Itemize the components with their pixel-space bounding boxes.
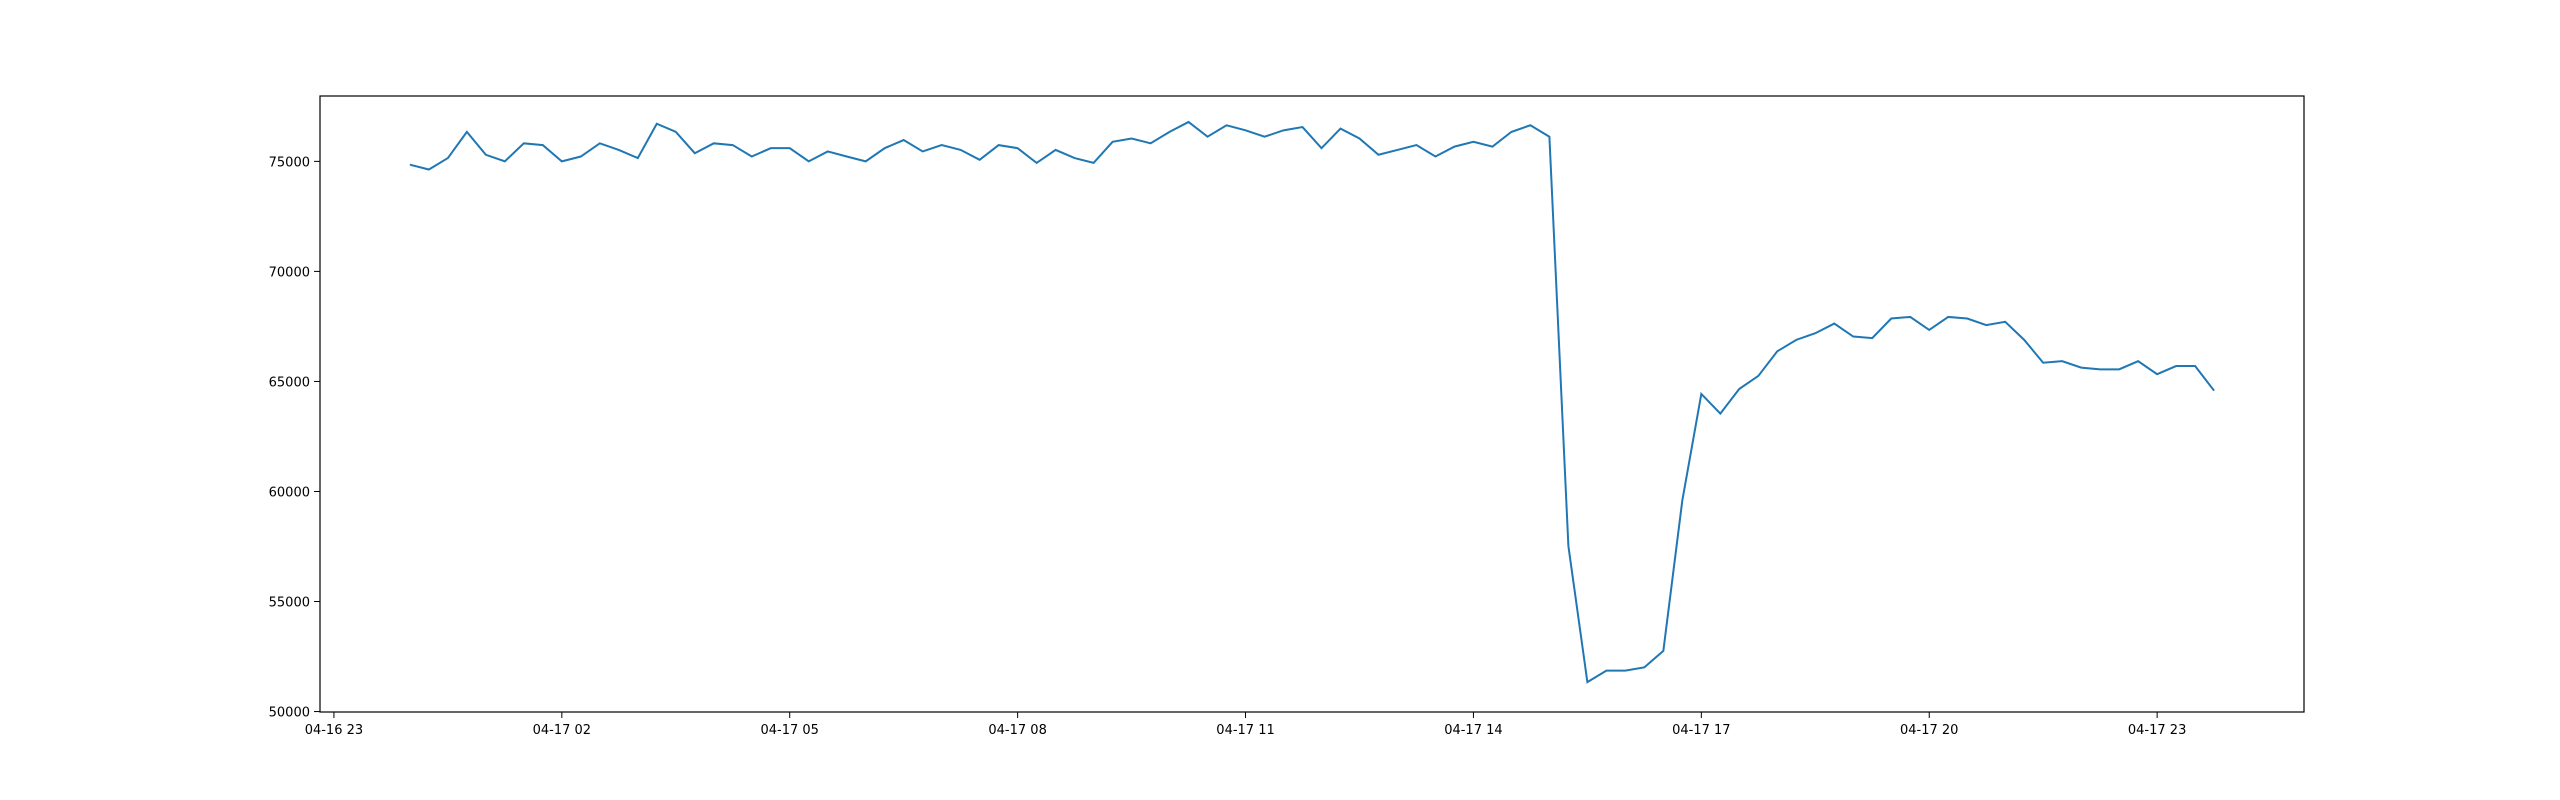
x-tick-label: 04-17 23 xyxy=(2128,723,2186,738)
y-tick-label: 55000 xyxy=(269,596,310,611)
x-tick-label: 04-17 02 xyxy=(533,723,591,738)
axes-frame xyxy=(319,95,2305,713)
x-tick-label: 04-17 08 xyxy=(988,723,1046,738)
x-tick-label: 04-17 14 xyxy=(1444,723,1502,738)
y-tick-label: 60000 xyxy=(269,485,310,500)
x-tick-label: 04-17 05 xyxy=(761,723,819,738)
x-tick-label: 04-17 20 xyxy=(1900,723,1958,738)
x-tick-label: 04-17 17 xyxy=(1672,723,1730,738)
y-tick-label: 70000 xyxy=(269,265,310,280)
y-tick-label: 75000 xyxy=(269,155,310,170)
y-tick-label: 65000 xyxy=(269,375,310,390)
x-tick-label: 04-17 11 xyxy=(1216,723,1274,738)
data-line xyxy=(409,120,2215,684)
x-tick-label: 04-16 23 xyxy=(305,723,363,738)
y-tick-label: 50000 xyxy=(269,706,310,721)
